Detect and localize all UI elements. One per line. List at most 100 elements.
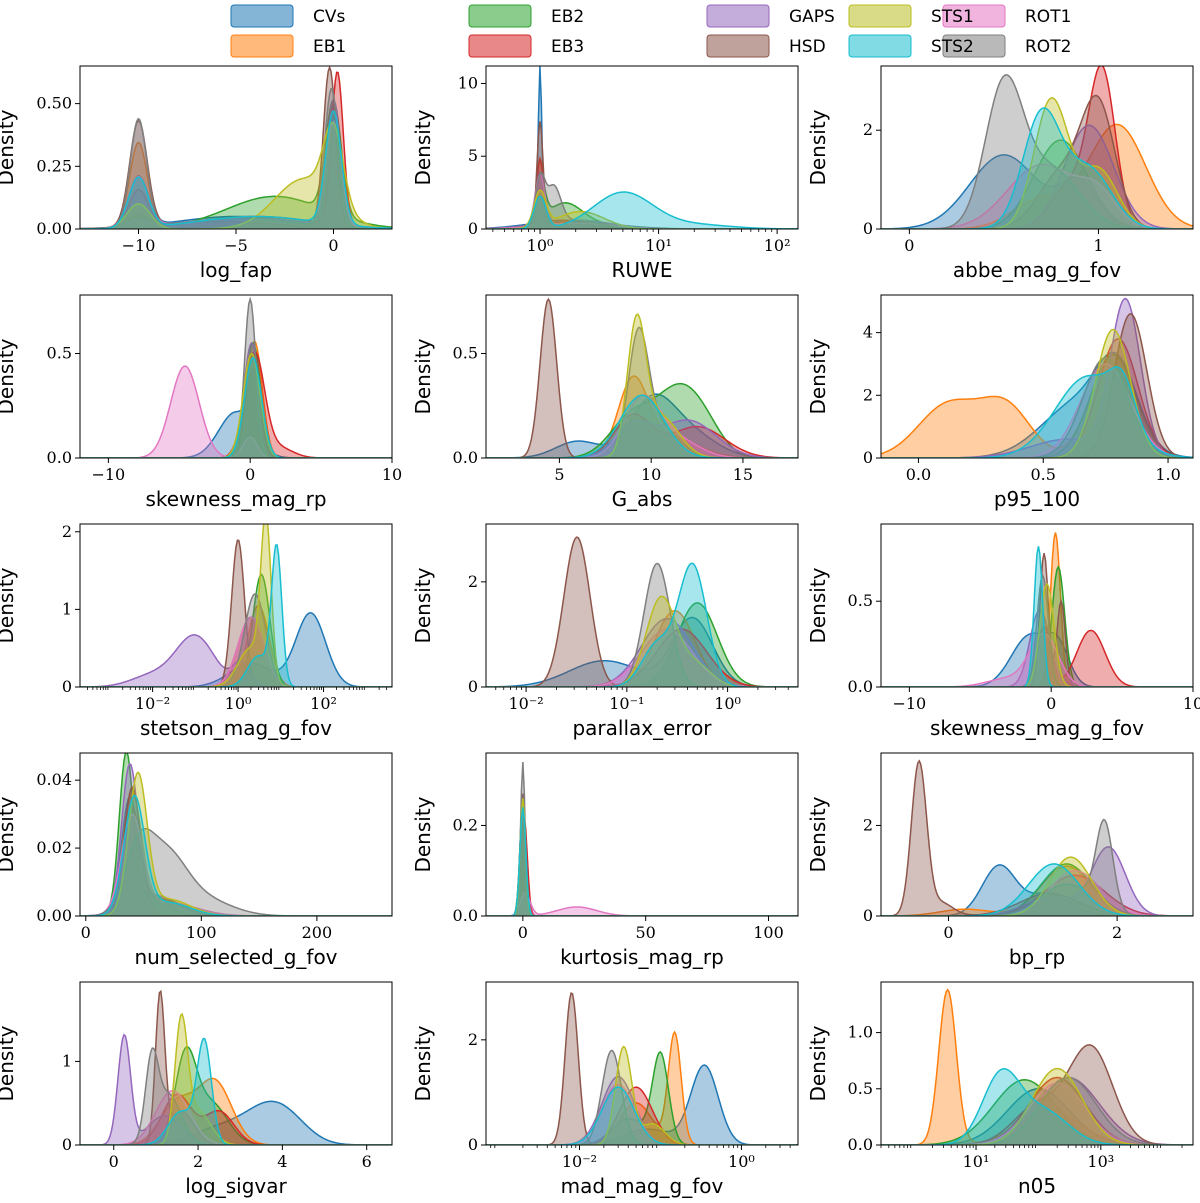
x-tick-label: 10⁻²: [562, 1152, 597, 1171]
legend-label-sts2: STS2: [931, 37, 974, 57]
axes-frame: [79, 294, 393, 459]
x-axis-label: skewness_mag_g_fov: [930, 716, 1144, 740]
density-line-sts2: [486, 1086, 798, 1145]
density-area-hsd: [881, 313, 1193, 458]
density-line-sts1: [486, 313, 798, 458]
y-tick-label: 2: [468, 572, 478, 591]
density-areas: [486, 66, 798, 229]
axes-frame: [79, 752, 393, 917]
x-tick-label: 15: [733, 465, 753, 484]
density-area-hsd: [486, 793, 798, 916]
density-line-sts2: [486, 394, 798, 458]
x-tick-label: 1.0: [1155, 465, 1180, 484]
density-area-cvs: [486, 394, 798, 458]
panel-parallax-error: 10⁻² 10⁻¹ 10⁰ 0 2 parallax_error Density: [411, 523, 799, 740]
x-axis-label: skewness_mag_rp: [145, 487, 326, 511]
x-tick-label: 0: [904, 236, 914, 255]
density-area-eb2: [881, 354, 1193, 458]
density-area-gaps: [80, 99, 392, 229]
density-line-sts1: [486, 189, 798, 229]
density-area-rot1: [881, 164, 1193, 229]
density-line-sts1: [80, 352, 392, 458]
y-tick-label: 0.0: [453, 906, 478, 925]
y-tick-label: 0.0: [848, 1135, 873, 1154]
panel-skewness-mag-rp: −10 0 10 0.0 0.5 skewness_mag_rp Density: [0, 294, 402, 511]
legend-swatch-rot1: [942, 4, 1006, 28]
density-line-sts2: [80, 356, 392, 458]
x-tick-label: 50: [636, 923, 656, 942]
density-area-sts1: [881, 584, 1193, 687]
density-line-rot1: [881, 869, 1193, 916]
density-area-rot2: [80, 1048, 392, 1145]
density-line-gaps: [881, 124, 1193, 229]
y-tick-label: 0.00: [36, 219, 72, 238]
density-area-hsd: [881, 95, 1193, 229]
density-line-gaps: [80, 1033, 392, 1145]
y-axis-label: Density: [0, 796, 18, 872]
y-axis-label: Density: [411, 796, 435, 872]
x-tick-label: 10³: [1087, 1152, 1114, 1171]
y-tick-label: 1.0: [848, 1023, 873, 1042]
legend-label-cvs: CVs: [313, 7, 345, 27]
density-area-sts1: [881, 97, 1193, 229]
density-area-sts1: [881, 857, 1193, 916]
x-tick-label: 0.0: [906, 465, 931, 484]
y-tick-label: 4: [863, 323, 873, 342]
panel-kurtosis-mag-rp: 0 50 100 0.0 0.2 kurtosis_mag_rp Density: [411, 752, 799, 969]
density-line-eb2: [486, 807, 798, 916]
density-line-rot2: [80, 827, 392, 916]
density-line-hsd: [80, 539, 392, 687]
y-axis-label: Density: [806, 109, 830, 185]
x-tick-label: 0.5: [1031, 465, 1056, 484]
density-line-eb3: [881, 66, 1193, 229]
density-area-eb3: [486, 414, 798, 458]
density-area-cvs: [80, 369, 392, 458]
density-line-cvs: [486, 1064, 798, 1145]
density-line-rot2: [80, 87, 392, 229]
x-tick-label: 10⁻²: [508, 694, 543, 713]
x-axis-label: kurtosis_mag_rp: [560, 945, 724, 969]
density-area-eb3: [486, 816, 798, 916]
panel-stetson-mag-g-fov: 10⁻² 10⁰ 10² 0 1 2 stetson_mag_g_fov Density: [0, 522, 393, 740]
density-area-sts2: [80, 111, 392, 229]
x-axis-label: abbe_mag_g_fov: [953, 258, 1121, 282]
panel-skewness-mag-g-fov: −10 0 10 0.0 0.5 skewness_mag_g_fov Density: [806, 523, 1200, 740]
density-area-hsd: [486, 537, 798, 687]
density-area-rot2: [486, 327, 798, 458]
density-line-eb2: [80, 341, 392, 458]
density-area-sts1: [486, 190, 798, 229]
density-line-rot2: [486, 1049, 798, 1145]
x-tick-label: 5: [554, 465, 564, 484]
density-area-gaps: [80, 634, 392, 687]
legend-swatch-sts2: [848, 34, 912, 58]
density-line-eb3: [486, 413, 798, 458]
axes-frame: [485, 65, 799, 230]
x-tick-label: 100: [186, 923, 217, 942]
density-line-hsd: [881, 313, 1193, 458]
x-tick-label: 10: [641, 465, 661, 484]
axes-frame: [485, 752, 799, 917]
density-line-hsd: [486, 536, 798, 687]
y-tick-label: 0: [468, 1135, 478, 1154]
density-line-gaps: [486, 419, 798, 458]
density-line-rot2: [881, 573, 1193, 687]
y-axis-label: Density: [0, 567, 18, 643]
density-areas: [80, 524, 392, 687]
density-area-eb2: [881, 140, 1193, 229]
density-area-sts2: [881, 863, 1193, 916]
density-areas: [486, 762, 798, 916]
y-tick-label: 2: [62, 522, 72, 541]
x-tick-label: 100: [753, 923, 784, 942]
x-tick-label: −10: [91, 465, 125, 484]
x-tick-label: 2: [1112, 923, 1122, 942]
density-line-cvs: [80, 368, 392, 458]
density-areas: [80, 753, 392, 916]
x-tick-label: 10: [382, 465, 402, 484]
legend-item-eb2: EB2: [468, 4, 584, 28]
legend-item-rot2: ROT2: [942, 34, 1071, 58]
legend-swatch-eb2: [468, 4, 532, 28]
density-areas: [486, 536, 798, 687]
density-line-cvs: [486, 825, 798, 916]
panel-abbe-mag-g-fov: 0 1 0 2 abbe_mag_g_fov Density: [806, 65, 1194, 282]
